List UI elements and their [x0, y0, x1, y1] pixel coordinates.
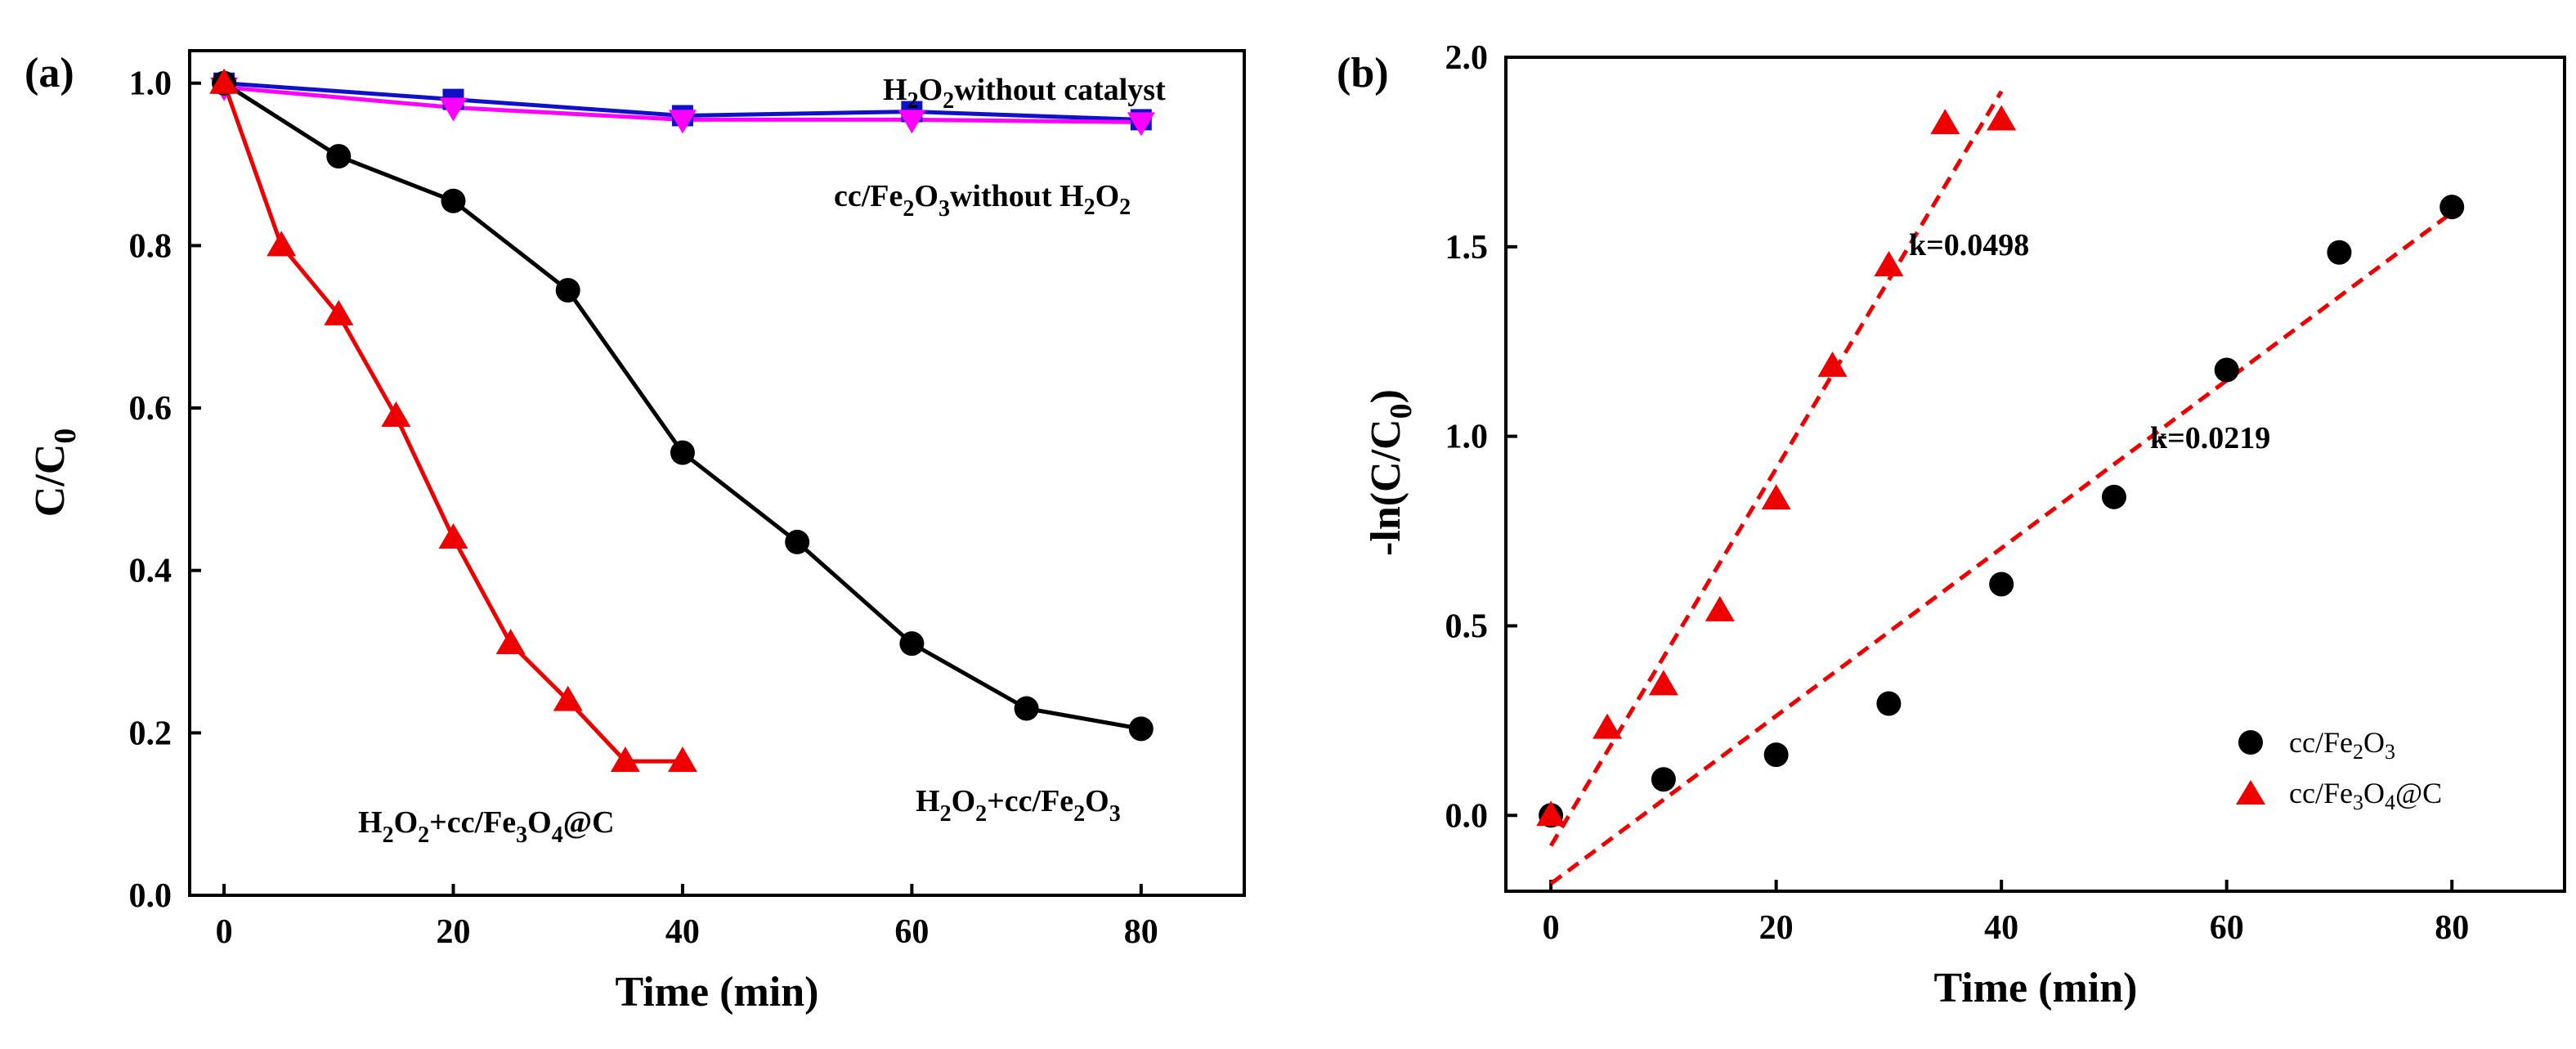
panel-a-point-s3-6 [553, 685, 583, 711]
k-label-fe3o4-c: k=0.0498 [1909, 228, 2029, 262]
panel-b-point-s0-2 [1763, 742, 1789, 768]
panel-a-point-s1-3 [898, 110, 926, 134]
panel-b-point-s1-4 [1761, 484, 1791, 510]
panel-a-point-s3-2 [324, 299, 354, 325]
panel-b-point-s1-7 [1930, 109, 1960, 135]
panel-a: 0 20 40 60 80 0.0 0.2 0.4 0.6 0.8 1.0 (a) Time (mi… [25, 49, 1246, 1015]
panel-a-point-s3-4 [438, 522, 468, 549]
panel-b-fit-line-0 [1549, 211, 2453, 885]
panel-b-y-tick-label: 0.0 [1445, 797, 1489, 835]
panel-a-series-line-3 [222, 82, 683, 764]
panel-a-y-tick-label: 0.2 [129, 715, 172, 752]
panel-a-x-tick-label: 60 [894, 913, 929, 951]
panel-a-point-s2-5 [785, 529, 810, 554]
panel-a-point-s2-2 [441, 188, 466, 213]
panel-a-y-axis-label: C/C0 [27, 428, 83, 518]
panel-a-point-s3-1 [267, 231, 297, 257]
panel-a-x-tick-label: 0 [216, 913, 233, 951]
annotation-h2o2-cc-fe3o4-c: H2O2+cc/Fe3O4@C [358, 805, 615, 848]
panel-a-point-s3-7 [610, 746, 640, 773]
panel-a-x-tick-label: 20 [437, 913, 471, 951]
panel-b-x-tick-label: 0 [1543, 909, 1560, 947]
panel-b-y-tick-label: 1.0 [1445, 419, 1489, 456]
panel-b-x-tick-label: 80 [2435, 909, 2469, 947]
panel-b-point-s0-6 [2214, 357, 2239, 383]
annotation-h2o2-cc-fe2o3: H2O2+cc/Fe2O3 [916, 784, 1121, 827]
panel-b-point-s1-8 [1987, 105, 2017, 131]
legend-label-fe2o3: cc/Fe2O3 [2289, 726, 2395, 764]
panel-b-y-tick-label: 1.5 [1445, 229, 1489, 267]
panel-a-label: (a) [25, 50, 74, 96]
panel-b-y-tick-label: 2.0 [1445, 39, 1489, 77]
panel-a-point-s2-8 [1128, 716, 1154, 742]
panel-a-x-axis-label: Time (min) [616, 969, 819, 1015]
panel-b-y-tick-label: 0.5 [1445, 607, 1489, 645]
panel-a-y-tick-label: 0.0 [129, 877, 172, 915]
legend-marker-fe2o3 [2238, 730, 2263, 755]
panel-a-y-tick-label: 0.4 [129, 553, 172, 590]
panel-b-point-s1-6 [1874, 251, 1904, 276]
panel-b-x-tick-label: 20 [1759, 909, 1794, 947]
panel-b-point-s1-5 [1817, 351, 1848, 377]
panel-b-point-s1-2 [1648, 670, 1678, 696]
panel-b: 0 20 40 60 800.00.51.01.52.0 (b) Time (min) … [1337, 39, 2566, 1011]
panel-a-point-s2-1 [326, 144, 352, 169]
legend: cc/Fe2O3 cc/Fe3O4@C [2236, 726, 2442, 814]
k-label-fe2o3: k=0.0219 [2150, 421, 2270, 455]
panel-b-x-tick-label: 60 [2210, 909, 2244, 947]
panel-a-x-tick-label: 40 [665, 913, 700, 951]
panel-b-point-s0-4 [1989, 572, 2014, 597]
panel-a-y-tick-label: 0.8 [129, 227, 172, 265]
panel-a-point-s3-5 [495, 629, 526, 655]
panel-b-y-axis-label: -ln(C/C0) [1363, 389, 1418, 556]
annotation-cc-fe2o3-without-h2o2: cc/Fe2O3without H2O2 [834, 179, 1131, 222]
panel-a-point-s2-3 [555, 278, 580, 303]
panel-a-point-s3-3 [381, 401, 411, 427]
panel-a-point-s2-4 [670, 440, 695, 465]
panel-a-point-s1-4 [1127, 112, 1155, 137]
panel-a-frame [188, 49, 1246, 897]
panel-b-frame [1504, 56, 2566, 893]
legend-marker-fe3o4-c [2236, 780, 2265, 805]
panel-b-fit-line-1 [1548, 90, 2004, 847]
panel-b-x-axis-label: Time (min) [1934, 965, 2138, 1011]
annotation-h2o2-without-catalyst: H2O2without catalyst [883, 73, 1166, 114]
panel-a-y-tick-label: 1.0 [129, 65, 172, 103]
panel-a-y-tick-label: 0.6 [129, 390, 172, 428]
panel-a-point-s3-8 [667, 746, 697, 773]
panel-b-point-s0-3 [1876, 691, 1902, 716]
panel-b-x-tick-label: 40 [1984, 909, 2018, 947]
panel-b-point-s1-0 [1536, 800, 1566, 827]
panel-b-point-s0-1 [1651, 767, 1676, 792]
panel-a-x-tick-label: 80 [1124, 913, 1158, 951]
panel-a-point-s1-2 [668, 110, 697, 134]
panel-b-point-s0-8 [2439, 195, 2465, 220]
panel-a-point-s1-1 [439, 97, 468, 122]
legend-label-fe3o4-c: cc/Fe3O4@C [2289, 777, 2442, 814]
panel-a-point-s2-6 [899, 631, 925, 657]
panel-b-point-s1-3 [1705, 595, 1735, 621]
panel-b-point-s1-1 [1592, 713, 1622, 739]
panel-b-point-s0-7 [2327, 240, 2352, 265]
panel-b-label: (b) [1337, 50, 1389, 96]
panel-a-point-s2-7 [1014, 696, 1039, 721]
panel-b-point-s0-5 [2101, 484, 2126, 509]
panel-a-point-s3-0 [209, 68, 240, 94]
